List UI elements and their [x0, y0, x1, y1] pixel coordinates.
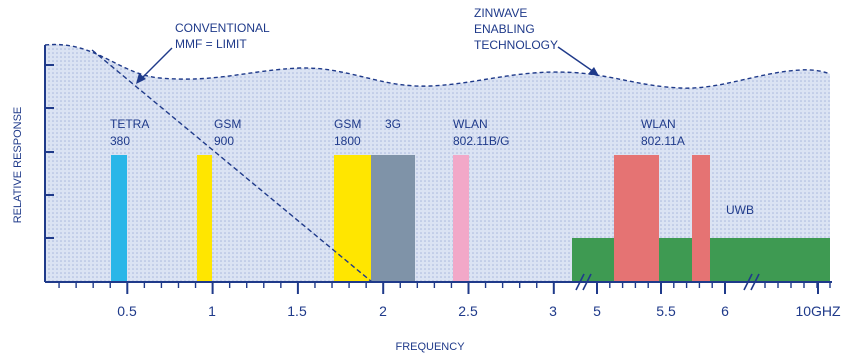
- axis-break-2: [743, 273, 760, 291]
- annotation-conventional-arrowhead: [136, 73, 146, 84]
- x-tick-label: 0.5: [117, 303, 137, 319]
- x-tick-label: 2: [379, 303, 387, 319]
- band-3g: [371, 155, 415, 282]
- x-tick-label: 2.5: [458, 303, 478, 319]
- band-label-gsm-1800: GSM: [334, 117, 361, 131]
- x-tick-label: 5: [593, 303, 601, 319]
- x-tick-label: 3: [549, 303, 557, 319]
- annotation-zinwave-line2: ENABLING: [474, 22, 535, 36]
- conventional-limit-line: [91, 49, 373, 283]
- band-label-wlan-bg: WLAN: [453, 117, 488, 131]
- annotation-zinwave-arrowhead: [588, 67, 599, 76]
- band-tetra-380: [111, 155, 127, 282]
- x-tick-label: 5.5: [656, 303, 676, 319]
- band-wlan-80211a-2: [692, 155, 710, 282]
- zinwave-response-curve: [44, 43, 831, 89]
- annotation-zinwave-arrow: [557, 46, 595, 73]
- axis-break-1: [575, 273, 592, 291]
- band-sublabel-wlan-a: 802.11A: [641, 134, 685, 148]
- x-axis-label: FREQUENCY: [395, 341, 465, 353]
- x-tick-label: 10GHZ: [795, 303, 841, 319]
- band-sublabel-gsm-900: 900: [214, 134, 234, 148]
- band-label-gsm-900: GSM: [214, 117, 241, 131]
- x-tick-label: 1: [208, 303, 216, 319]
- annotation-zinwave-line3: TECHNOLOGY: [474, 38, 558, 52]
- band-gsm-1800: [334, 155, 371, 282]
- annotation-conventional-line1: CONVENTIONAL: [175, 21, 270, 35]
- annotation-conventional-arrow: [139, 47, 173, 81]
- band-wlan-80211bg: [453, 155, 469, 282]
- band-label-uwb: UWB: [726, 203, 754, 217]
- y-axis-label: RELATIVE RESPONSE: [12, 107, 24, 224]
- band-sublabel-tetra: 380: [110, 134, 130, 148]
- x-tick-label: 6: [721, 303, 729, 319]
- x-ticks: [58, 282, 831, 294]
- band-wlan-80211a-1: [614, 155, 659, 282]
- band-gsm-900: [197, 155, 212, 282]
- band-label-wlan-a: WLAN: [641, 117, 676, 131]
- annotation-zinwave-line1: ZINWAVE: [474, 6, 527, 20]
- x-tick-label: 1.5: [287, 303, 307, 319]
- annotation-conventional-line2: MMF = LIMIT: [175, 37, 247, 51]
- band-label-3g: 3G: [385, 117, 401, 131]
- band-sublabel-gsm-1800: 1800: [334, 134, 361, 148]
- band-sublabel-wlan-bg: 802.11B/G: [453, 134, 509, 148]
- band-label-tetra: TETRA: [110, 117, 149, 131]
